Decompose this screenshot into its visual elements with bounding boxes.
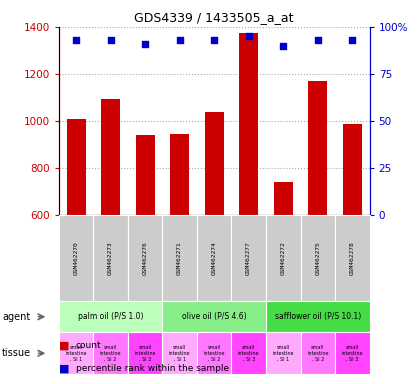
- Text: small
intestine
, SI 3: small intestine , SI 3: [341, 345, 363, 362]
- Title: GDS4339 / 1433505_a_at: GDS4339 / 1433505_a_at: [134, 11, 294, 24]
- Point: [142, 41, 149, 47]
- Text: GSM462272: GSM462272: [281, 242, 286, 275]
- Text: safflower oil (P/S 10.1): safflower oil (P/S 10.1): [275, 312, 361, 321]
- Point: [349, 37, 356, 43]
- Text: palm oil (P/S 1.0): palm oil (P/S 1.0): [78, 312, 143, 321]
- Bar: [274, 182, 293, 215]
- Text: GSM462278: GSM462278: [350, 242, 355, 275]
- Point: [315, 37, 321, 43]
- Point: [176, 37, 183, 43]
- Text: count: count: [76, 341, 101, 350]
- Text: olive oil (P/S 4.6): olive oil (P/S 4.6): [182, 312, 247, 321]
- Text: small
intestine
, SI 2: small intestine , SI 2: [307, 345, 328, 362]
- Point: [211, 37, 218, 43]
- Bar: [205, 112, 224, 215]
- Text: GSM462277: GSM462277: [246, 242, 251, 275]
- Text: small
intestine
, SI 1: small intestine , SI 1: [169, 345, 190, 362]
- Bar: [308, 81, 327, 215]
- Bar: [343, 124, 362, 215]
- Text: small
intestine
, SI 2: small intestine , SI 2: [203, 345, 225, 362]
- Text: GSM462274: GSM462274: [212, 242, 217, 275]
- Bar: [136, 135, 155, 215]
- Text: GSM462270: GSM462270: [74, 242, 79, 275]
- Text: small
intestine
, SI 1: small intestine , SI 1: [66, 345, 87, 362]
- Text: GSM462275: GSM462275: [315, 242, 320, 275]
- Text: small
intestine
, SI 2: small intestine , SI 2: [100, 345, 121, 362]
- Bar: [101, 99, 120, 215]
- Bar: [239, 33, 258, 215]
- Point: [73, 37, 79, 43]
- Text: agent: agent: [2, 312, 30, 322]
- Text: small
intestine
, SI 3: small intestine , SI 3: [238, 345, 260, 362]
- Text: tissue: tissue: [2, 348, 31, 358]
- Text: ■: ■: [59, 364, 69, 374]
- Text: GSM462276: GSM462276: [143, 242, 148, 275]
- Bar: [66, 119, 86, 215]
- Point: [280, 43, 286, 49]
- Text: percentile rank within the sample: percentile rank within the sample: [76, 364, 229, 373]
- Text: ■: ■: [59, 341, 69, 351]
- Bar: [170, 134, 189, 215]
- Text: GSM462271: GSM462271: [177, 242, 182, 275]
- Text: GSM462273: GSM462273: [108, 242, 113, 275]
- Text: small
intestine
, SI 3: small intestine , SI 3: [134, 345, 156, 362]
- Text: small
intestine
, SI 1: small intestine , SI 1: [273, 345, 294, 362]
- Point: [107, 37, 114, 43]
- Point: [245, 33, 252, 40]
